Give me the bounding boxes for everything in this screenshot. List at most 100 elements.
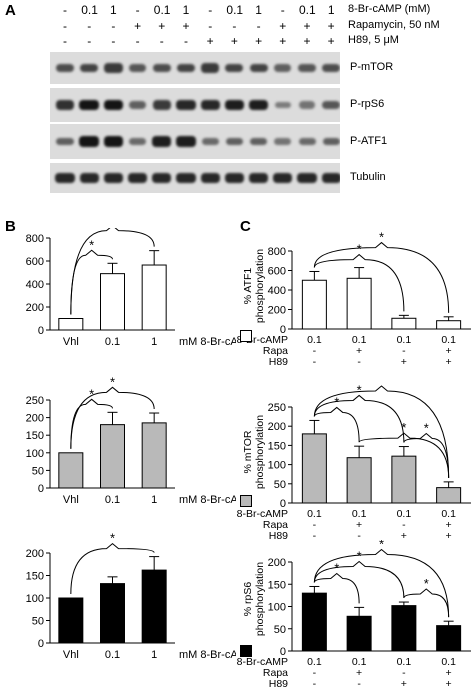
bar (141, 422, 167, 489)
significance-brace (313, 560, 405, 599)
header-label-cAMP: 8-Br-cAMP (mM) (348, 3, 431, 15)
significance-star: * (110, 531, 115, 546)
header-row1-lane-10: - (280, 3, 285, 17)
header-row1-lane-6: 1 (182, 3, 190, 17)
y-tick-label: 250 (268, 402, 286, 414)
y-tick-label: 800 (268, 246, 286, 258)
ylabel-rps6-line2: phosphorylation (254, 561, 266, 637)
header-row2-lane-3: - (111, 19, 116, 33)
header-row3-lane-10: + (279, 34, 287, 48)
blot-band (128, 173, 148, 183)
blot-band (274, 137, 292, 146)
blot-band (200, 63, 220, 73)
header-row3-lane-8: + (230, 34, 238, 48)
significance-star: * (357, 548, 362, 563)
y-tick-label: 0 (38, 638, 44, 650)
header-row3-lane-2: - (87, 34, 92, 48)
blot-label: P-rpS6 (350, 98, 385, 110)
y-tick-label: 800 (26, 233, 44, 245)
bar (100, 273, 125, 331)
header-row3-lane-3: - (111, 34, 116, 48)
bar (436, 487, 462, 504)
condition-value: 0.1 (441, 334, 456, 346)
blot-band (249, 173, 269, 183)
significance-brace (313, 385, 450, 478)
condition-value: + (401, 530, 407, 542)
bar (301, 433, 327, 504)
header-row2-lane-12: + (327, 19, 335, 33)
y-tick-label: 0 (280, 498, 286, 510)
header-row2-lane-10: + (279, 19, 287, 33)
condition-value: 0.1 (352, 508, 367, 520)
blot-band (298, 101, 316, 109)
condition-value: 0.1 (352, 334, 367, 346)
condition-row-label: Rapa (263, 519, 288, 531)
bar (391, 455, 417, 504)
condition-value: - (313, 530, 317, 542)
ylabel-mtor-line2: phosphorylation (254, 414, 266, 490)
significance-brace (313, 572, 360, 604)
blot-strip-tubulin (50, 163, 340, 193)
header-row2-lane-1: - (63, 19, 67, 33)
condition-value: - (313, 678, 317, 690)
header-row3-lane-1: - (63, 34, 67, 48)
condition-row-label: Rapa (263, 345, 288, 357)
y-tick-label: 200 (268, 421, 286, 433)
condition-value: + (356, 667, 362, 679)
x-tick-label: 0.1 (105, 336, 120, 348)
blot-band (55, 100, 75, 110)
significance-brace (70, 228, 155, 315)
ylabel-atf1-line2: phosphorylation (254, 248, 266, 324)
header-row3-lane-5: - (159, 34, 164, 48)
chart-b-rps6: 0 50 100 150 200 Vhl 0.1 1 mM 8-Br-cAMP * (26, 531, 236, 660)
panel-label-a: A (5, 2, 16, 19)
y-tick-label: 100 (268, 602, 286, 614)
significance-star: * (424, 576, 429, 591)
blot-band (224, 173, 244, 183)
header-row1-lane-12: 1 (327, 3, 335, 17)
y-tick-label: 400 (26, 279, 44, 291)
blot-band (248, 99, 269, 111)
x-axis-label: mM 8-Br-cAMP (179, 649, 236, 660)
condition-value: + (446, 519, 452, 531)
blot-band (80, 63, 99, 73)
bar (391, 605, 417, 652)
y-tick-label: 200 (268, 557, 286, 569)
significance-brace (70, 542, 155, 595)
significance-brace (313, 394, 405, 443)
chart-c-mtor: 0 50 100 150 200 250 8-Br-cAMP 0.1 0.1 0.1 0.1 Rapa… (237, 385, 471, 542)
x-tick-label: 0.1 (105, 649, 120, 660)
header-row1-lane-5: 0.1 (153, 3, 171, 17)
bar (100, 424, 125, 489)
blot-band (103, 136, 124, 147)
x-axis-label: mM 8-Br-cAMP (179, 494, 236, 505)
bar (436, 625, 462, 652)
blot-band (176, 100, 196, 110)
bar (301, 592, 327, 652)
header-row2-lane-4: + (134, 19, 142, 33)
blot-band (200, 173, 220, 183)
blot-band (176, 173, 196, 183)
x-axis-label: mM 8-Br-cAMP (179, 336, 236, 348)
significance-brace (313, 253, 405, 312)
header-row2-lane-7: - (208, 19, 213, 33)
significance-star: * (424, 421, 429, 436)
y-tick-label: 50 (274, 479, 286, 491)
blot-band (225, 63, 244, 73)
y-tick-label: 600 (268, 266, 286, 278)
condition-value: - (313, 667, 317, 679)
blot-band (322, 63, 340, 73)
ylabel-rps6-line1: % rpS6 (242, 581, 254, 617)
blot-band (55, 173, 75, 183)
bar (301, 279, 327, 330)
header-row2-lane-9: - (256, 19, 261, 33)
x-tick-label: 1 (151, 494, 157, 505)
header-label-rapamycin: Rapamycin, 50 nM (348, 19, 440, 31)
condition-value: 0.1 (352, 656, 367, 668)
header-label-h89: H89, 5 μM (348, 34, 399, 46)
blot-band (79, 99, 100, 111)
blot-band (298, 137, 316, 146)
blot-label: P-mTOR (350, 61, 394, 73)
blot-band (224, 99, 245, 111)
